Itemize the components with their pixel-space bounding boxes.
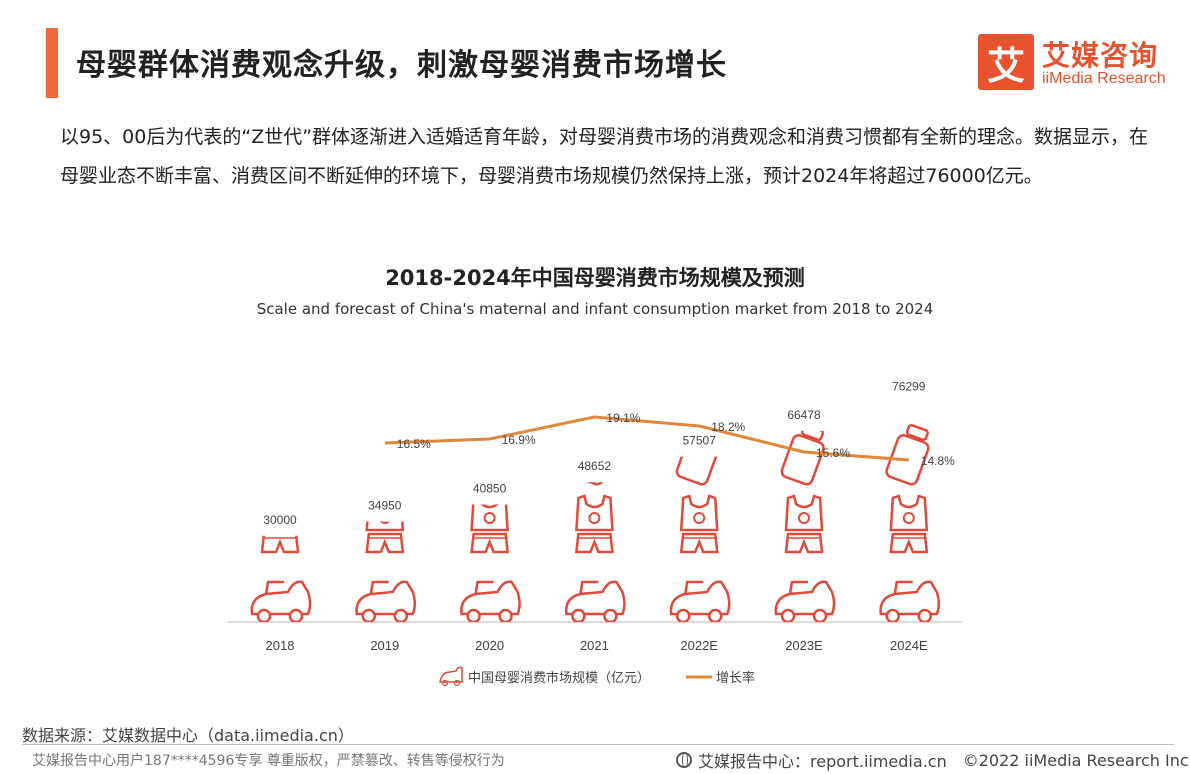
- footer-divider: [22, 744, 1174, 745]
- bar-2024E: [879, 423, 941, 622]
- growth-rate-label: 19.1%: [606, 411, 640, 425]
- legend-bar-icon: [439, 666, 463, 687]
- growth-rate-label: 15.6%: [816, 446, 850, 460]
- growth-rate-label: 18.2%: [711, 420, 745, 434]
- x-tick-label: 2024E: [890, 638, 928, 653]
- bar-2019: [355, 521, 417, 622]
- bar-2023E: [774, 430, 836, 623]
- copyright: ©2022 iiMedia Research Inc: [962, 750, 1189, 770]
- x-tick-label: 2021: [580, 638, 609, 653]
- title-accent-bar: [46, 28, 58, 98]
- x-tick-label: 2023E: [785, 638, 823, 653]
- data-source: 数据来源：艾媒数据中心（data.iimedia.cn）: [22, 726, 354, 745]
- legend-line-label: 增长率: [716, 670, 755, 686]
- bar-value-label: 34950: [368, 499, 402, 513]
- growth-rate-line: [384, 415, 909, 462]
- bar-value-label: 40850: [473, 482, 507, 496]
- intro-paragraph: 以95、00后为代表的“Z世代”群体逐渐进入适婚适育年龄，对母婴消费市场的消费观…: [60, 126, 1149, 187]
- legend-bar-label: 中国母婴消费市场规模（亿元）: [468, 670, 650, 686]
- chart-subtitle: Scale and forecast of China's maternal a…: [256, 300, 934, 318]
- bar-value-label: 30000: [263, 513, 297, 527]
- footer-right: 艾媒报告中心：report.iimedia.cn ©2022 iiMedia R…: [676, 748, 1189, 772]
- bar-2018: [250, 535, 312, 622]
- logo-chinese-name: 艾媒咨询: [1042, 39, 1159, 72]
- bar-2020: [460, 504, 521, 622]
- growth-rate-label: 16.5%: [397, 437, 431, 451]
- report-site: 艾媒报告中心：report.iimedia.cn: [698, 752, 947, 771]
- logo-english-name: iiMedia Research: [1042, 70, 1166, 87]
- logo-mark-icon: 艾: [978, 34, 1034, 90]
- x-tick-label: 2022E: [680, 638, 718, 653]
- brand-logo: 艾 艾媒咨询 iiMedia Research: [978, 34, 1178, 90]
- chart-legend: 中国母婴消费市场规模（亿元） 增长率: [439, 666, 755, 687]
- growth-rate-label: 16.9%: [502, 433, 536, 447]
- x-tick-label: 2019: [370, 638, 399, 653]
- growth-rate-label: 14.8%: [921, 454, 955, 468]
- copyright-note: 艾媒报告中心用户187****4596专享 尊重版权，严禁篡改、转售等侵权行为: [32, 753, 505, 769]
- page-title: 母婴群体消费观念升级，刺激母婴消费市场增长: [76, 48, 727, 83]
- bar-value-label: 57507: [683, 434, 717, 448]
- bar-value-label: 76299: [892, 380, 926, 394]
- bar-value-label: 48652: [578, 459, 612, 473]
- bar-value-label: 66478: [787, 408, 821, 422]
- x-tick-label: 2020: [475, 638, 504, 653]
- globe-icon: [676, 752, 692, 768]
- bar-2022E: [669, 456, 731, 623]
- bar-2021: [564, 482, 626, 622]
- x-tick-label: 2018: [266, 638, 295, 653]
- chart-title: 2018-2024年中国母婴消费市场规模及预测: [385, 266, 805, 290]
